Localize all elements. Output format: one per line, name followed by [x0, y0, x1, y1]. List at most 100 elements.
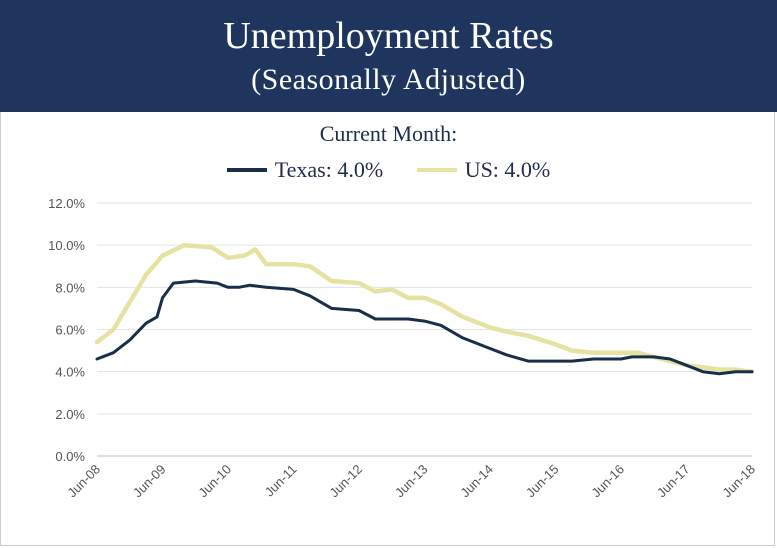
data-point-texas [156, 316, 158, 318]
data-point-us [636, 351, 639, 354]
data-point-texas [330, 307, 333, 310]
data-point-texas [631, 356, 633, 358]
data-point-texas [751, 370, 753, 373]
data-point-us [330, 280, 333, 282]
data-point-texas [309, 295, 311, 297]
x-tick-label: Jun-13 [392, 462, 431, 501]
data-point-us [210, 246, 213, 249]
data-point-texas [527, 360, 529, 362]
data-point-us [440, 303, 442, 306]
data-point-us [145, 273, 147, 276]
data-point-us [254, 248, 257, 251]
data-point-us [527, 335, 529, 337]
data-point-texas [161, 297, 164, 299]
y-tick-label: 6.0% [55, 323, 85, 338]
data-point-us [391, 288, 393, 291]
data-point-texas [292, 288, 295, 291]
chart-subtitle: (Seasonally Adjusted) [251, 63, 526, 96]
data-point-texas [505, 354, 508, 356]
data-point-us [423, 297, 426, 299]
data-point-texas [669, 358, 671, 360]
data-point-texas [265, 286, 268, 289]
x-tick-label: Jun-12 [326, 462, 365, 501]
data-point-texas [227, 286, 229, 289]
data-point-us [718, 368, 721, 371]
y-tick-label: 0.0% [55, 449, 85, 464]
data-point-us [489, 326, 491, 329]
data-point-texas [238, 286, 240, 289]
x-tick-label: Jun-17 [654, 462, 693, 501]
series-line-texas [95, 279, 754, 376]
data-point-us [620, 351, 622, 354]
x-tick-label: Jun-11 [262, 462, 300, 500]
x-tick-label: Jun-14 [457, 462, 496, 501]
data-point-texas [423, 320, 426, 322]
data-point-us [374, 290, 377, 293]
data-point-texas [718, 373, 721, 375]
data-point-texas [216, 282, 218, 284]
legend-item-us: US: 4.0% [416, 156, 551, 183]
data-point-us [183, 244, 186, 246]
y-tick-label: 2.0% [55, 407, 85, 422]
data-point-texas [461, 337, 464, 339]
data-point-us [129, 301, 131, 303]
data-point-us [265, 263, 268, 265]
data-point-texas [194, 280, 197, 282]
data-point-us [571, 349, 573, 352]
data-point-texas [685, 364, 688, 367]
data-point-us [243, 254, 246, 257]
x-tick-label: Jun-16 [588, 462, 627, 501]
legend-title: Current Month: [319, 121, 458, 146]
x-tick-label: Jun-10 [195, 462, 234, 501]
data-point-texas [129, 339, 131, 341]
y-tick-label: 12.0% [48, 196, 85, 211]
data-point-us [592, 351, 595, 354]
data-point-us [358, 282, 360, 284]
y-tick-label: 4.0% [55, 365, 85, 380]
data-point-texas [620, 358, 622, 360]
data-point-us [227, 257, 229, 259]
legend: Texas: 4.0% US: 4.0% [0, 155, 777, 183]
legend-label-texas: Texas: 4.0% [274, 156, 384, 182]
data-point-texas [145, 322, 147, 325]
data-point-texas [592, 358, 595, 360]
data-point-us [292, 263, 295, 265]
data-point-texas [489, 347, 491, 350]
data-point-texas [653, 356, 655, 358]
data-point-texas [96, 358, 98, 360]
data-point-us [112, 328, 115, 331]
x-tick-label: Jun-09 [130, 462, 169, 501]
x-tick-label: Jun-08 [64, 462, 103, 501]
y-tick-label: 8.0% [55, 280, 85, 295]
data-point-us [734, 368, 737, 371]
data-point-us [309, 265, 311, 268]
data-point-texas [554, 360, 557, 362]
data-point-us [161, 254, 164, 257]
data-point-texas [112, 351, 115, 354]
data-point-texas [172, 282, 175, 284]
data-point-texas [571, 360, 573, 362]
data-point-texas [407, 318, 409, 320]
x-tick-label: Jun-15 [523, 462, 562, 501]
legend-label-us: US: 4.0% [464, 156, 551, 182]
data-point-texas [734, 370, 737, 373]
data-point-us [407, 297, 409, 299]
data-point-texas [358, 309, 360, 312]
data-point-us [702, 366, 704, 369]
series-line-us [94, 242, 755, 374]
legend-swatch-us [416, 167, 457, 172]
data-point-us [461, 316, 464, 318]
data-point-us [505, 330, 508, 333]
data-point-texas [440, 324, 442, 327]
data-point-texas [374, 318, 377, 320]
x-tick-label: Jun-18 [719, 462, 758, 501]
data-point-texas [702, 370, 704, 373]
chart-title: Unemployment Rates [223, 15, 554, 57]
legend-swatch-texas [226, 167, 267, 172]
data-point-us [554, 343, 557, 346]
chart-header: Unemployment Rates (Seasonally Adjusted) [0, 0, 777, 112]
legend-item-texas: Texas: 4.0% [226, 156, 384, 183]
y-tick-label: 10.0% [48, 238, 85, 253]
data-point-texas [249, 284, 251, 287]
